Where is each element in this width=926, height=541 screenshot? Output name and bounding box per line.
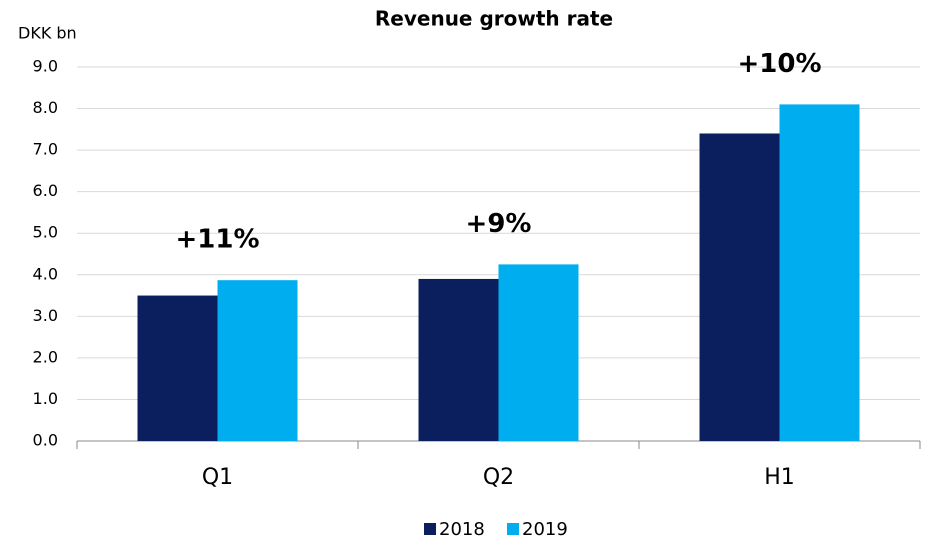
bar bbox=[217, 280, 298, 441]
bar bbox=[137, 295, 218, 441]
legend-label: 2018 bbox=[439, 519, 485, 540]
y-tick-label: 3.0 bbox=[33, 306, 58, 325]
y-tick-label: 8.0 bbox=[33, 98, 58, 117]
y-tick-label: 0.0 bbox=[33, 431, 58, 450]
y-tick-label: 1.0 bbox=[33, 389, 58, 408]
growth-annotation: +9% bbox=[466, 209, 532, 239]
y-axis-label: DKK bn bbox=[18, 24, 77, 43]
growth-annotation: +11% bbox=[175, 225, 259, 255]
legend-swatch bbox=[507, 523, 519, 535]
bar bbox=[779, 104, 860, 442]
y-tick-label: 9.0 bbox=[33, 57, 58, 76]
y-tick-label: 7.0 bbox=[33, 140, 58, 159]
y-tick-label: 5.0 bbox=[33, 223, 58, 242]
legend-swatch bbox=[424, 523, 436, 535]
bar bbox=[498, 264, 579, 441]
y-tick-label: 4.0 bbox=[33, 264, 58, 283]
x-tick-label: Q1 bbox=[202, 465, 233, 490]
legend-label: 2019 bbox=[522, 519, 568, 540]
x-tick-label: Q2 bbox=[483, 465, 514, 490]
bar bbox=[699, 133, 780, 441]
y-tick-label: 6.0 bbox=[33, 181, 58, 200]
chart-title: Revenue growth rate bbox=[375, 7, 613, 31]
x-tick-label: H1 bbox=[764, 465, 795, 490]
y-tick-label: 2.0 bbox=[33, 347, 58, 366]
growth-annotation: +10% bbox=[737, 49, 821, 79]
bar bbox=[418, 278, 499, 441]
